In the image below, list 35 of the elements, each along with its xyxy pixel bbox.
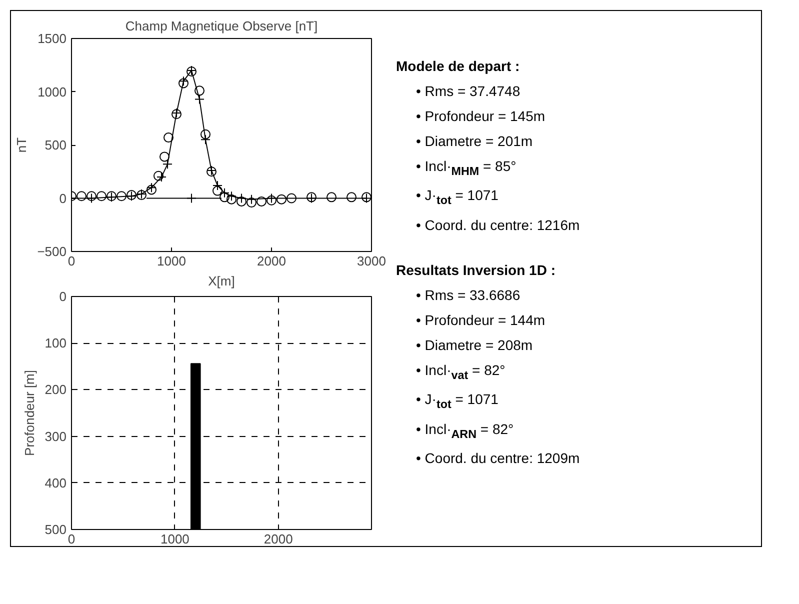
x-tick-label: 2000 (264, 532, 293, 546)
text: • Incl·$_{MHM}$ = 85° (416, 157, 518, 180)
y-tick-label: 500 (44, 138, 67, 152)
x-tick-label: 1000 (157, 254, 186, 268)
y-axis-title: Profondeur [m] (22, 370, 37, 456)
x-tick-label: 1000 (160, 532, 190, 546)
text: • Diametre = 208m (416, 336, 534, 355)
chart-title: Champ Magnetique Observe [nT] (125, 18, 318, 34)
x-axis-title: X[m] (208, 274, 235, 288)
y-tick-label: 300 (44, 428, 67, 444)
y-tick-label: 1000 (38, 84, 66, 100)
y-axis-title: nT (14, 137, 30, 153)
text: • Incl·$_{vat}$ = 82° (416, 360, 506, 384)
y-tick-label: 400 (44, 475, 67, 490)
y-tick-label: 1500 (38, 31, 66, 46)
text: • J·$_{tot}$ = 1071 (416, 186, 500, 210)
text: • Diametre = 201m (416, 132, 534, 151)
text: • Incl·$_{ARN}$ = 82° (416, 420, 515, 443)
text: • J·$_{tot}$ = 1071 (416, 390, 500, 414)
text: • Profondeur = 144m (416, 310, 546, 330)
text: • Coord. du centre: 1209m (416, 449, 580, 468)
y-tick-label: −500 (37, 244, 67, 259)
text: • Profondeur = 145m (416, 107, 546, 126)
y-tick-label: 200 (44, 382, 67, 398)
text: Resultats Inversion 1D : (396, 260, 556, 280)
x-tick-label: 3000 (357, 254, 386, 268)
y-tick-label: 500 (44, 522, 67, 537)
text: • Rms = 33.6686 (416, 286, 522, 305)
y-tick-label: 0 (59, 190, 67, 206)
text: • Rms = 37.4748 (416, 82, 522, 101)
y-tick-label: 100 (44, 336, 67, 351)
y-tick-label: 0 (59, 289, 67, 304)
x-tick-label: 2000 (257, 254, 286, 268)
text: • Coord. du centre: 1216m (416, 216, 580, 235)
text: Modele de depart : (396, 57, 521, 76)
